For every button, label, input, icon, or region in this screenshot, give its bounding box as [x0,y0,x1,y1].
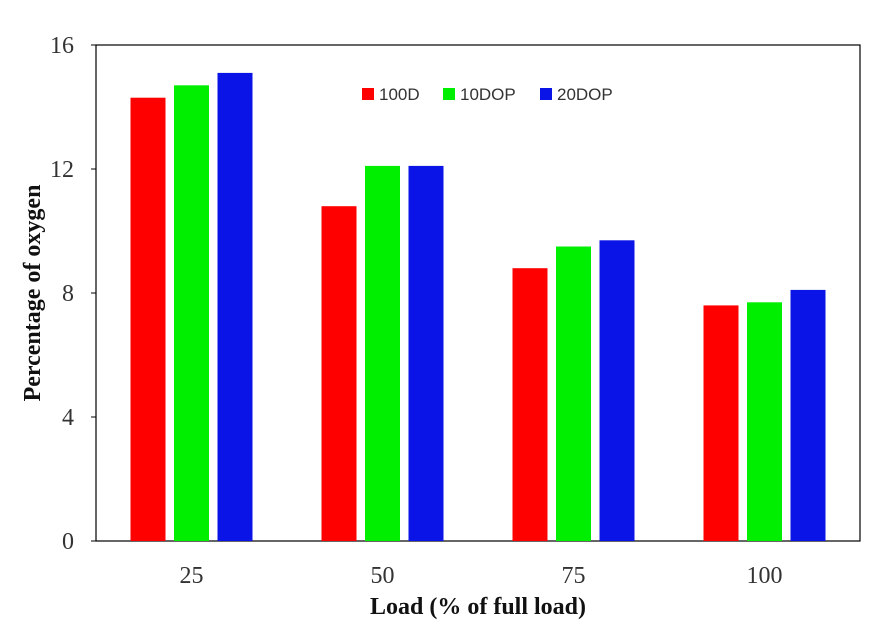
legend-swatch-10DOP [443,88,455,100]
x-tick-label: 25 [180,563,204,589]
legend-label-10DOP: 10DOP [460,85,516,104]
bar-20DOP-75 [599,240,635,542]
bars-group [130,72,826,542]
y-tick-label: 16 [50,33,74,59]
bar-20DOP-100 [790,289,826,541]
bar-20DOP-25 [217,72,253,542]
bar-100D-25 [130,97,166,541]
x-tick-label: 100 [747,563,783,589]
y-tick-label: 0 [62,529,74,555]
y-tick-label: 4 [62,405,74,431]
y-tick-label: 8 [62,281,74,307]
x-axis-title: Load (% of full load) [370,594,586,620]
bar-100D-50 [321,206,357,541]
x-tick-label: 50 [371,563,395,589]
bar-10DOP-25 [174,85,209,542]
bar-100D-100 [703,305,739,541]
bar-10DOP-50 [365,165,400,541]
y-tick-label: 12 [50,157,74,183]
bar-10DOP-100 [747,302,782,541]
legend-swatch-20DOP [540,88,552,100]
bar-10DOP-75 [556,246,591,541]
bar-20DOP-50 [408,165,444,541]
y-axis-title: Percentage of oxygen [20,185,46,402]
x-tick-label: 75 [562,563,586,589]
bar-100D-75 [512,268,548,541]
legend: 100D 10DOP 20DOP [362,85,613,104]
y-axis-ticks: 0 4 8 12 16 [50,33,96,555]
legend-swatch-100D [362,88,374,100]
plot-area [95,44,861,542]
x-axis-ticks: 25 50 75 100 [180,563,783,589]
legend-label-100D: 100D [379,85,420,104]
legend-label-20DOP: 20DOP [557,85,613,104]
